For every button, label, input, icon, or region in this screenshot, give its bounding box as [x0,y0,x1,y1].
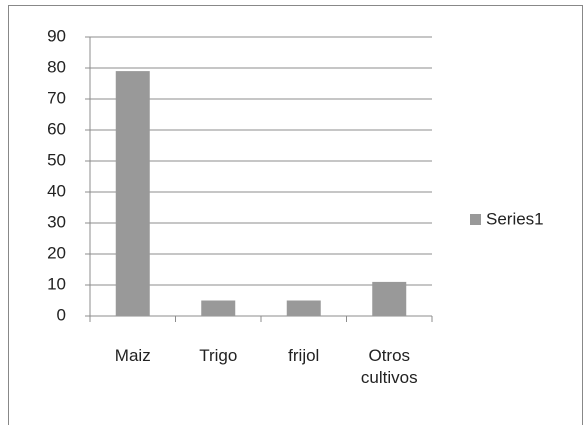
x-tick-label: frijol [288,346,320,365]
y-tick-label: 50 [47,150,66,169]
legend-swatch [470,214,481,225]
x-tick-label: Maiz [114,346,151,365]
y-tick-label: 40 [47,181,66,200]
x-label-box: Maiz [114,346,151,365]
y-tick-label: 90 [47,26,66,45]
x-label-box: Trigo [199,346,238,365]
bar [372,281,407,316]
bar [201,300,236,316]
y-tick-label: 10 [47,274,66,293]
x-tick-label: Otros cultivos [360,346,418,387]
y-tick-label: 20 [47,243,66,262]
y-tick-label: 30 [47,212,66,231]
x-tick-label: Trigo [199,346,238,365]
bar [115,71,150,316]
x-label-box: Otros cultivos [360,346,418,387]
legend-label: Series1 [486,209,544,228]
y-tick-label: 60 [47,119,66,138]
x-label-box: frijol [288,346,320,365]
y-tick-label: 80 [47,57,66,76]
y-tick-label: 70 [47,88,66,107]
chart-frame [8,5,583,425]
bar [286,300,321,316]
y-tick-label: 0 [57,305,66,324]
